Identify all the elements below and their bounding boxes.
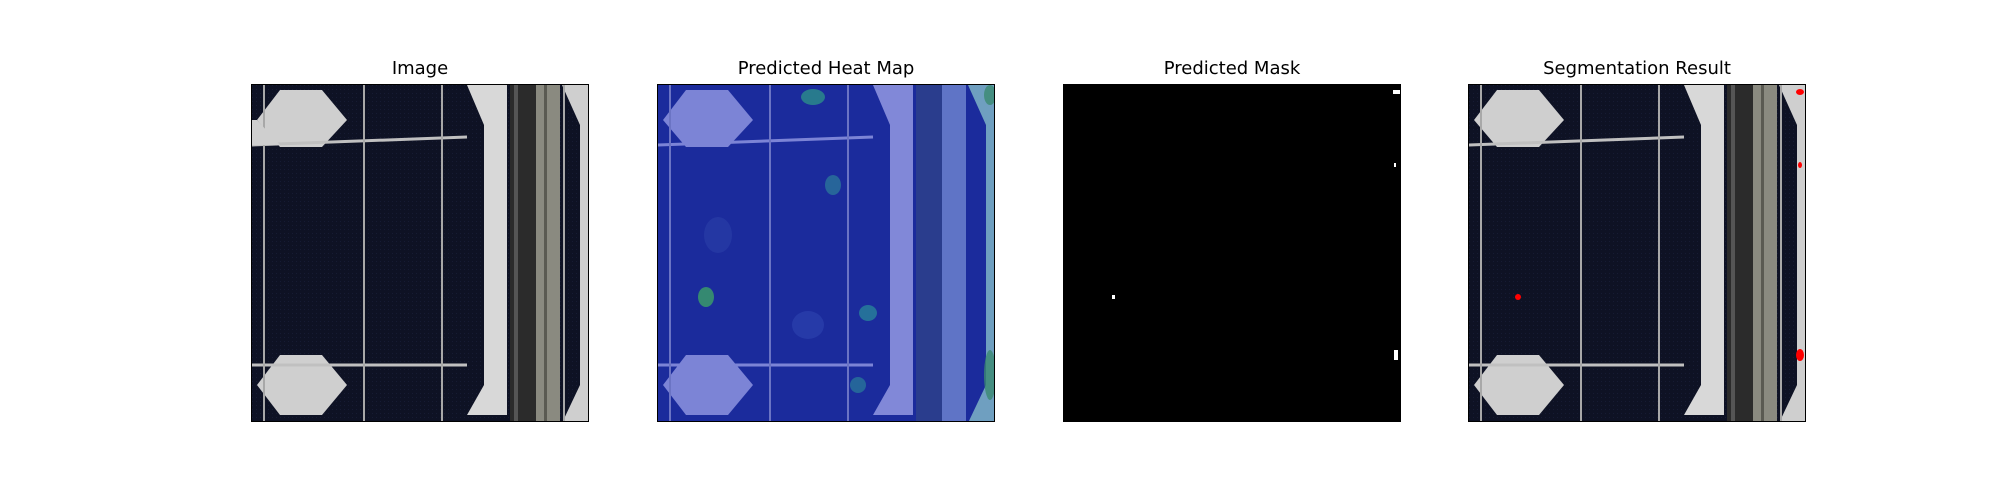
segmentation-image (1469, 85, 1805, 421)
heatmap-panel (657, 84, 995, 422)
panel-title-heatmap: Predicted Heat Map (737, 58, 915, 79)
panel-title-image: Image (391, 58, 449, 79)
mask-image (1064, 85, 1400, 421)
panel-title-segmentation: Segmentation Result (1543, 58, 1731, 79)
heatmap-image (658, 85, 994, 421)
mask-panel (1063, 84, 1401, 422)
panel-title-mask: Predicted Mask (1163, 58, 1301, 79)
segmentation-panel (1468, 84, 1806, 422)
solar-cell-image (252, 85, 588, 421)
image-panel (251, 84, 589, 422)
